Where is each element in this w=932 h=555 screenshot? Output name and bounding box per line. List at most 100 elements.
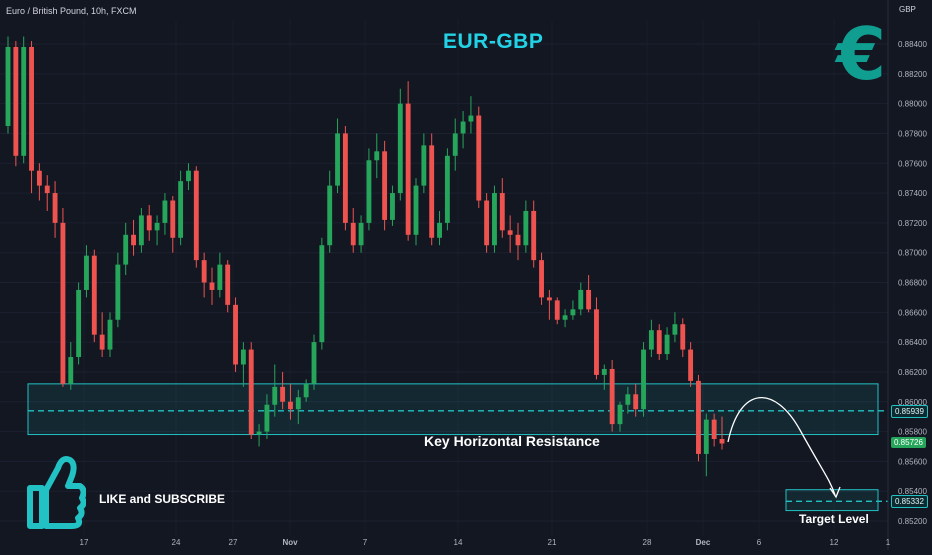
candle-body xyxy=(617,404,623,425)
candle-body xyxy=(531,210,537,261)
y-tick-label: 0.88400 xyxy=(898,40,927,49)
candle-body xyxy=(170,200,176,238)
candle-body xyxy=(429,145,435,238)
candle-body xyxy=(319,245,325,343)
candle-body xyxy=(437,222,442,238)
candle-body xyxy=(256,431,262,435)
candle-body xyxy=(539,260,544,298)
x-tick-label: 14 xyxy=(454,538,463,547)
y-tick-label: 0.85600 xyxy=(898,457,927,466)
y-tick-label: 0.86400 xyxy=(898,338,927,347)
y-tick-label: 0.86800 xyxy=(898,279,927,288)
candle-body xyxy=(225,264,231,305)
x-axis: 17 24 27 Nov 7 14 21 28 Dec 6 12 1 xyxy=(80,538,891,547)
candle-body xyxy=(350,222,356,246)
target-level-label: Target Level xyxy=(799,512,869,526)
candle-body xyxy=(578,289,584,310)
candle-body xyxy=(656,330,662,355)
x-tick-label: 28 xyxy=(643,538,652,547)
candle-body xyxy=(99,334,105,350)
candle-body xyxy=(460,121,466,134)
candle-body xyxy=(648,330,654,350)
candle-body xyxy=(68,357,74,384)
candle-body xyxy=(201,260,207,283)
candle-body xyxy=(672,324,678,335)
target-zone xyxy=(785,489,879,512)
candle-body xyxy=(280,386,286,402)
candle-body xyxy=(138,215,144,246)
x-tick-label: 6 xyxy=(757,538,762,547)
candle-body xyxy=(209,282,215,290)
candle-body xyxy=(374,151,380,161)
candle-body xyxy=(52,193,58,223)
candle-body xyxy=(335,133,340,186)
candle-body xyxy=(162,200,168,223)
candle-body xyxy=(476,115,482,201)
candle-body xyxy=(719,439,725,444)
candle-body xyxy=(601,368,607,375)
candle-body xyxy=(484,200,490,246)
last-price-tag: 0.85726 xyxy=(891,436,926,448)
y-tick-label: 0.85400 xyxy=(898,487,927,496)
candle-body xyxy=(295,397,301,410)
candles-layer xyxy=(5,36,725,477)
candle-body xyxy=(546,297,552,301)
candle-body xyxy=(186,170,191,182)
candle-body xyxy=(36,170,42,186)
y-tick-label: 0.87600 xyxy=(898,159,927,168)
candle-body xyxy=(264,404,270,432)
target-price-tag: 0.85332 xyxy=(891,495,928,509)
candle-body xyxy=(76,289,82,358)
currency-label: GBP xyxy=(899,5,916,14)
candle-body xyxy=(413,185,419,235)
candle-body xyxy=(131,234,136,246)
candle-body xyxy=(633,394,639,410)
zones-layer xyxy=(27,383,888,512)
y-tick-label: 0.85800 xyxy=(898,428,927,437)
x-tick-label: 27 xyxy=(229,538,238,547)
y-tick-label: 0.88000 xyxy=(898,100,927,109)
candle-body xyxy=(515,234,521,246)
grid-lines xyxy=(0,20,889,535)
euro-icon: € xyxy=(836,12,887,96)
candle-body xyxy=(468,115,474,122)
candle-body xyxy=(703,419,709,454)
candle-body xyxy=(233,304,238,365)
projection-arrow xyxy=(727,396,841,499)
candle-body xyxy=(586,289,592,310)
candle-body xyxy=(492,193,497,246)
candle-body xyxy=(562,315,568,320)
projected-path xyxy=(727,396,836,496)
candle-body xyxy=(29,46,34,171)
x-tick-label: Nov xyxy=(282,538,298,547)
y-tick-label: 0.88200 xyxy=(898,70,927,79)
x-tick-label: 24 xyxy=(172,538,181,547)
symbol-header: Euro / British Pound, 10h, FXCM xyxy=(6,6,137,16)
like-subscribe-text: LIKE and SUBSCRIBE xyxy=(99,492,226,506)
y-tick-label: 0.86000 xyxy=(898,398,927,407)
candle-body xyxy=(366,160,372,223)
candle-body xyxy=(664,334,670,355)
candle-body xyxy=(5,46,11,126)
arrowhead-icon xyxy=(829,486,841,499)
resistance-zone-label: Key Horizontal Resistance xyxy=(424,433,600,449)
x-tick-label: 17 xyxy=(80,538,89,547)
candle-body xyxy=(696,380,701,454)
candle-body xyxy=(444,155,450,223)
candle-body xyxy=(107,319,113,350)
y-tick-label: 0.86600 xyxy=(898,308,927,317)
zone-price-tag: 0.85939 xyxy=(891,404,928,418)
candle-body xyxy=(193,170,199,261)
candle-body xyxy=(382,151,388,220)
candle-body xyxy=(248,349,254,435)
candle-body xyxy=(554,300,560,320)
thumbs-up-icon xyxy=(27,456,86,529)
candle-body xyxy=(303,383,309,398)
candle-body xyxy=(507,230,513,235)
candle-body xyxy=(217,264,223,290)
candle-body xyxy=(178,181,184,238)
candle-body xyxy=(91,255,97,335)
candle-body xyxy=(711,419,717,440)
candle-body xyxy=(123,234,129,265)
